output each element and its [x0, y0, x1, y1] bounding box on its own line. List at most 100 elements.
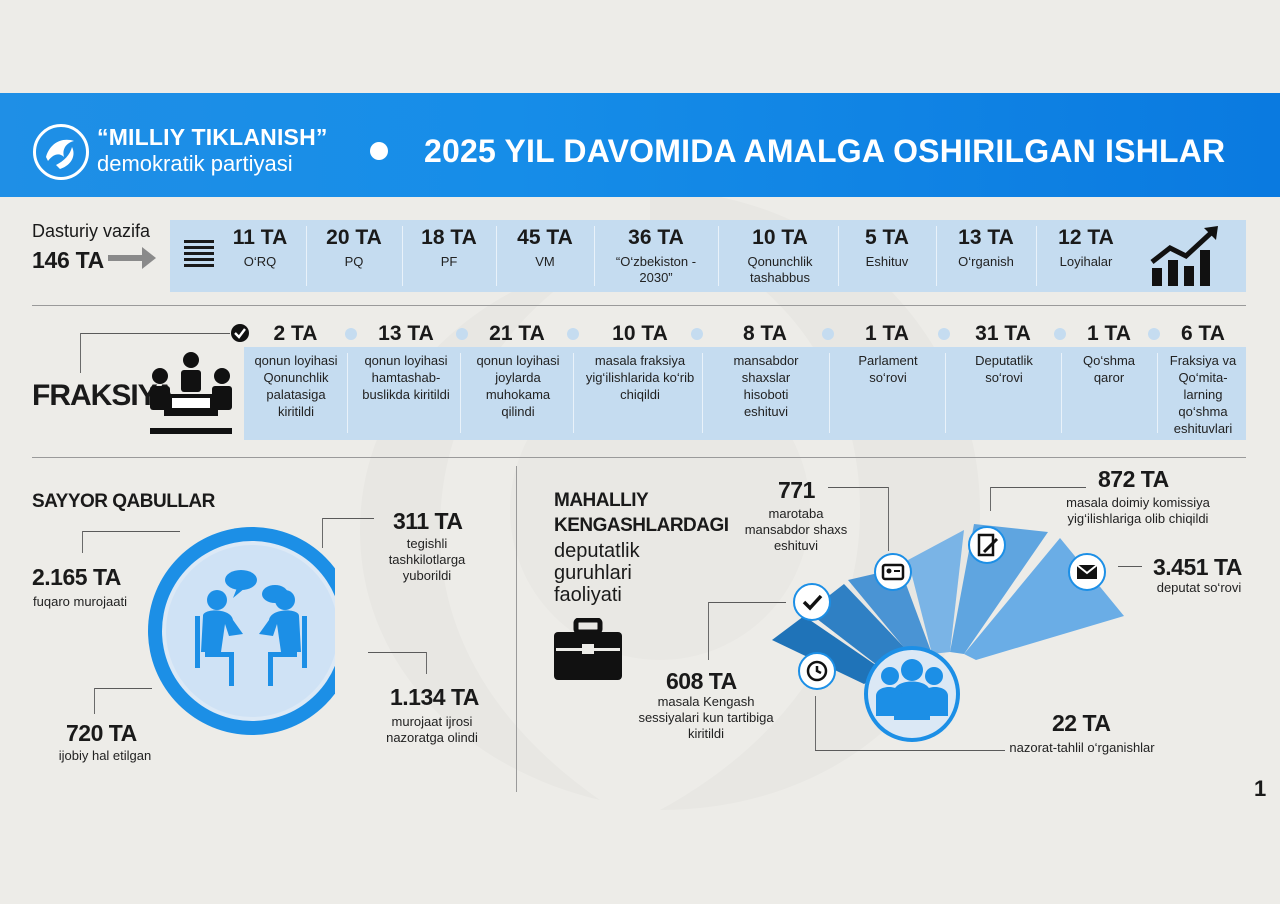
mahalliy-commission-value: 872 TA [1098, 466, 1169, 492]
fraksiya-item-value: 1 TA [1087, 322, 1131, 345]
connector-line [82, 531, 83, 553]
program-item: 11 TA O‘RQ [214, 220, 306, 270]
program-bar: 11 TA O‘RQ 20 TA PQ 18 TA PF 45 TA VM 36… [170, 220, 1246, 292]
separator [1036, 226, 1037, 286]
sayyor-title: SAYYOR QABULLAR [32, 491, 215, 512]
separator [945, 353, 946, 433]
separator [936, 226, 937, 286]
connector-line [322, 518, 374, 519]
fraksiya-item-caption: Deputatlik so‘rovi [975, 353, 1033, 385]
history-clock-icon [798, 652, 836, 690]
fraksiya-item-value: 21 TA [489, 322, 545, 345]
mahalliy-analysis-value: 22 TA [1052, 710, 1111, 736]
connector-line [1118, 566, 1142, 567]
program-item: 36 TA “O‘zbekiston - 2030” [606, 220, 706, 286]
program-item-value: 20 TA [326, 226, 382, 249]
program-item-caption: PF [440, 254, 458, 269]
fraksiya-item-caption: qonun loyihasi Qonunchlik palatasiga kir… [254, 353, 338, 419]
sayyor-sent-value: 311 TA [393, 508, 463, 534]
header-banner: “MILLIY TIKLANISH” demokratik partiyasi … [0, 93, 1280, 197]
fraksiya-item-value: 6 TA [1181, 322, 1225, 345]
bullet-dot [691, 328, 703, 340]
program-item: 13 TA O‘rganish [936, 220, 1036, 270]
mahalliy-inquiry-text: deputat so‘rovi [1156, 580, 1242, 595]
section-divider [516, 466, 517, 792]
program-item-value: 5 TA [865, 226, 909, 249]
sayyor-control-value: 1.134 TA [390, 684, 479, 710]
program-item: 5 TA Eshituv [838, 220, 936, 270]
connector-line [368, 652, 426, 653]
fraksiya-item-caption: qonun loyihasi joylarda muhokama qilindi [476, 353, 560, 419]
consultation-graphic [148, 527, 335, 735]
separator [573, 353, 574, 433]
briefcase-icon [554, 618, 622, 680]
program-item-value: 45 TA [517, 226, 573, 249]
connector-line [94, 688, 152, 689]
sayyor-sent-text: tegishli tashkilotlarga yuborildi [388, 536, 466, 583]
connector-line [990, 487, 1086, 488]
fraksiya-item-caption: mansabdor shaxslar hisoboti eshituvi [733, 353, 799, 419]
fraksiya-item-caption: Fraksiya va Qo‘mita-larning qo‘shma eshi… [1169, 353, 1237, 436]
program-item-value: 11 TA [232, 226, 288, 249]
fraksiya-item-value: 31 TA [975, 322, 1031, 345]
mahalliy-inquiry-value: 3.451 TA [1153, 554, 1242, 580]
program-item-value: 10 TA [752, 226, 808, 249]
checkmark-icon [793, 583, 831, 621]
connector-line [815, 750, 1005, 751]
separator [718, 226, 719, 286]
sayyor-citizen-text: fuqaro murojaati [33, 594, 127, 609]
mahalliy-session-value: 608 TA [666, 668, 737, 694]
program-item-caption: O‘RQ [243, 254, 277, 269]
separator [402, 226, 403, 286]
program-total: 146 TA [32, 247, 104, 273]
program-item-caption: Qonunchlik tashabbus [747, 254, 813, 285]
bullet-dot [1148, 328, 1160, 340]
separator [496, 226, 497, 286]
fraksiya-item-value: 8 TA [743, 322, 787, 345]
separator [594, 226, 595, 286]
sayyor-citizen-value: 2.165 TA [32, 564, 121, 590]
program-item-caption: O‘rganish [958, 254, 1014, 269]
party-logo [33, 124, 89, 180]
program-item-caption: PQ [344, 254, 364, 269]
party-subtitle: demokratik partiyasi [97, 151, 293, 176]
list-icon [184, 240, 214, 267]
fraksiya-item-caption: Qo‘shma qaror [1082, 353, 1136, 385]
separator [347, 353, 348, 433]
page-title: 2025 YIL DAVOMIDA AMALGA OSHIRILGAN ISHL… [424, 133, 1226, 169]
document-edit-icon [968, 526, 1006, 564]
mahalliy-commission-text: masala doimiy komissiya yig‘ilishlariga … [1066, 495, 1210, 526]
sayyor-resolved-value: 720 TA [66, 720, 137, 746]
mahalliy-subtitle: deputatlik guruhlari faoliyati [554, 540, 640, 606]
growth-chart-icon [1150, 226, 1218, 286]
program-item: 18 TA PF [402, 220, 496, 270]
program-item: 45 TA VM [496, 220, 594, 270]
program-item-value: 18 TA [421, 226, 477, 249]
divider [32, 457, 1246, 458]
bullet-dot [1054, 328, 1066, 340]
connector-line [708, 602, 786, 603]
program-item-caption: “O‘zbekiston - 2030” [615, 254, 697, 285]
divider [32, 305, 1246, 306]
header-bullet [370, 142, 388, 160]
check-circle-icon [231, 324, 249, 342]
connector-line [708, 602, 709, 660]
connector-line [828, 487, 888, 488]
bullet-dot [822, 328, 834, 340]
fraksiya-item-value: 13 TA [378, 322, 434, 345]
program-label: Dasturiy vazifa [32, 221, 151, 241]
sayyor-control-text: murojaat ijrosi nazoratga olindi [386, 714, 478, 745]
id-card-icon [874, 553, 912, 591]
program-item-value: 36 TA [628, 226, 684, 249]
program-item-value: 12 TA [1058, 226, 1114, 249]
mahalliy-session-text: masala Kengash sessiyalari kun tartibiga… [638, 694, 774, 741]
program-item-caption: VM [535, 254, 555, 269]
page-number: 1 [1254, 776, 1267, 801]
connector-line [82, 531, 180, 532]
bullet-dot [456, 328, 468, 340]
connector-line [426, 652, 427, 674]
arrow-right-icon [108, 247, 156, 269]
bullet-dot [567, 328, 579, 340]
fraksiya-bar [244, 347, 1246, 440]
mahalliy-analysis-text: nazorat-tahlil o‘rganishlar [1009, 740, 1155, 755]
